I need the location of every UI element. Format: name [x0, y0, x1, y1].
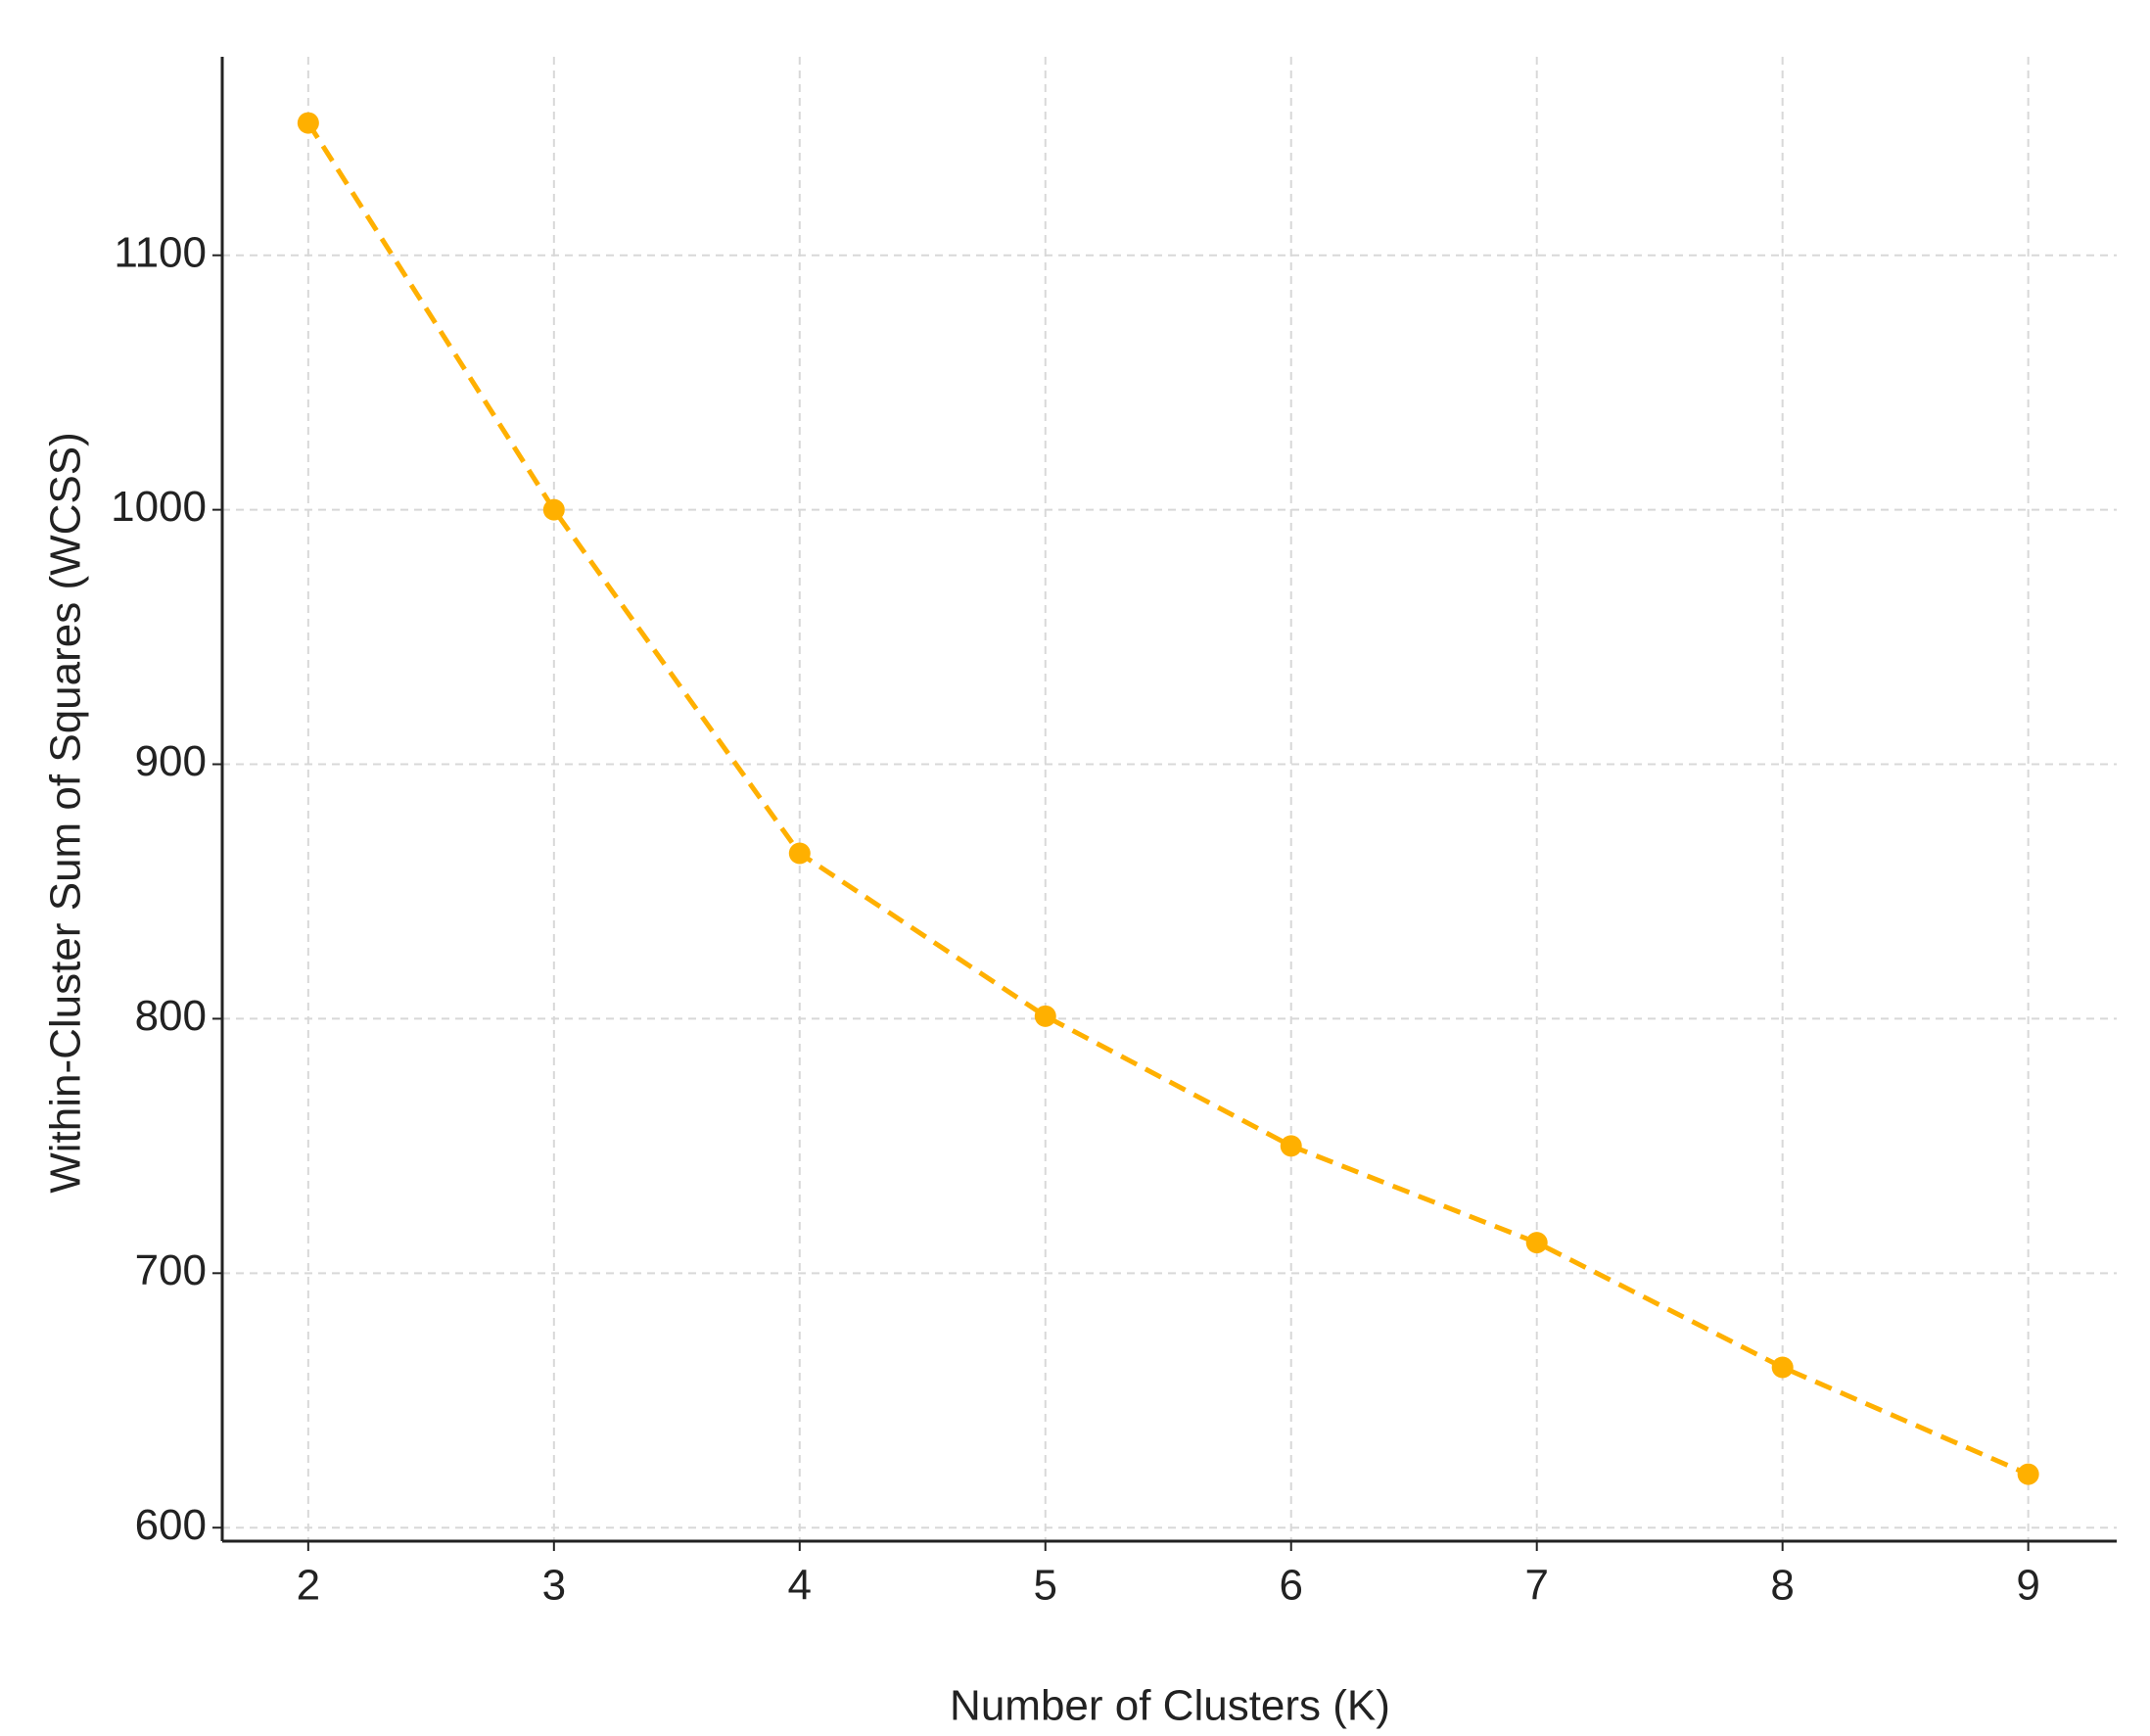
x-axis-label: Number of Clusters (K) [950, 1682, 1390, 1730]
data-point [542, 498, 565, 521]
x-tick-label: 5 [1034, 1562, 1057, 1610]
x-tick-label: 3 [542, 1562, 566, 1610]
y-tick-label: 700 [135, 1246, 207, 1294]
y-tick-label: 900 [135, 737, 207, 785]
data-line [305, 121, 2030, 1477]
data-point [1280, 1135, 1302, 1157]
y-tick-label: 1000 [111, 483, 207, 531]
data-point [1525, 1232, 1548, 1254]
x-tick-label: 4 [788, 1562, 812, 1610]
x-tick-label: 8 [1770, 1562, 1794, 1610]
data-point [1034, 1005, 1056, 1027]
data-point [1771, 1356, 1794, 1379]
data-point [788, 842, 811, 865]
x-tick-label: 7 [1524, 1562, 1548, 1610]
x-tick-label: 6 [1279, 1562, 1302, 1610]
x-tick-label: 9 [2016, 1562, 2039, 1610]
x-tick-label: 2 [297, 1562, 320, 1610]
y-tick-label: 600 [135, 1501, 207, 1549]
y-tick-label: 800 [135, 992, 207, 1040]
y-axis-label: Within-Cluster Sum of Squares (WCSS) [42, 432, 90, 1194]
data-point [297, 112, 319, 134]
y-tick-label: 1100 [114, 228, 207, 276]
data-point [2017, 1463, 2039, 1485]
